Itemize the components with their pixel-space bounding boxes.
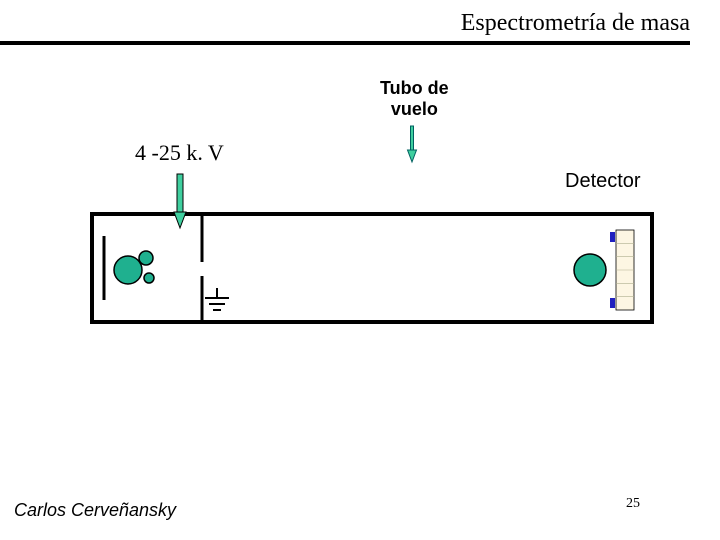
header-divider [0,41,690,45]
footer-author: Carlos Cerveñansky [14,500,176,521]
footer-page-number: 25 [626,496,640,512]
page-title: Espectrometría de masa [0,10,690,37]
mass-spectrometer-diagram [72,110,672,342]
